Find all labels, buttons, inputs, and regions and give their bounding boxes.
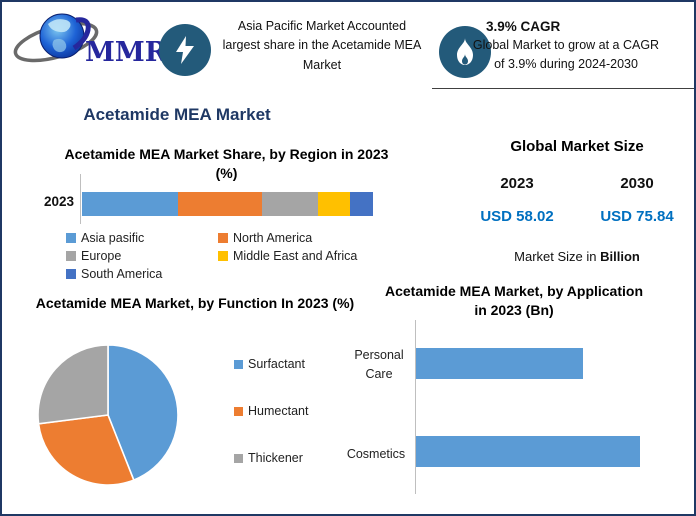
logo-text: MMR [85, 37, 162, 68]
pie-slice-humectant [37, 414, 135, 486]
market-size-note: Market Size in Billion [457, 249, 694, 264]
market-size-note-unit: Billion [600, 249, 640, 264]
region-bar-segment-4 [349, 192, 373, 216]
legend-label: South America [81, 267, 163, 281]
region-legend-item-1: North America [218, 229, 403, 247]
market-size-value-2023: USD 58.02 [480, 208, 554, 225]
region-bar-segment-3 [317, 192, 350, 216]
region-chart-category-label: 2023 [43, 194, 74, 209]
lightning-icon [159, 24, 211, 76]
market-size-note-prefix: Market Size in [514, 249, 601, 264]
application-chart-title: Acetamide MEA Market, by Application in … [384, 283, 643, 318]
market-size-year-2030: 2030 [620, 175, 654, 192]
market-size-year-2023: 2023 [500, 175, 534, 192]
mmr-logo: MMR [12, 6, 168, 76]
header-highlight-text: Asia Pacific Market Accounted largest sh… [222, 19, 422, 72]
legend-label: Middle East and Africa [233, 249, 358, 263]
region-bar-segment-1 [178, 192, 263, 216]
header-divider [432, 88, 694, 89]
legend-swatch-icon [218, 251, 228, 261]
market-size-value-2030: USD 75.84 [600, 208, 674, 225]
region-bar-segment-2 [262, 192, 318, 216]
application-category-personal-care: Personal Care [354, 348, 404, 381]
legend-label: Thickener [248, 451, 303, 465]
function-pie-chart [37, 344, 179, 486]
pie-slice-thickener [37, 344, 109, 425]
flame-icon [439, 26, 491, 78]
application-bar-cosmetics [416, 436, 640, 467]
region-chart-legend: Asia pasific North America Europe Middle Ea… [66, 229, 406, 283]
cagr-title: 3.9% CAGR [486, 19, 561, 34]
legend-swatch-icon [234, 453, 243, 463]
legend-label: Asia pasific [81, 231, 145, 245]
function-legend-item-2: Thickener [234, 449, 308, 467]
region-stacked-bar [82, 192, 373, 216]
pie-slice-surfactant [107, 344, 179, 482]
legend-label: North America [233, 231, 313, 245]
globe-logo-icon: MMR [13, 13, 168, 68]
cagr-callout: 3.9% CAGR Global Market to grow at a CAG… [470, 19, 662, 74]
region-legend-item-0: Asia pasific [66, 229, 218, 247]
application-category-cosmetics: Cosmetics [346, 447, 406, 461]
application-chart-axis [415, 320, 416, 494]
region-chart-title: Acetamide MEA Market Share, by Region in… [64, 146, 389, 181]
function-chart-legend: Surfactant Humectant Thickener [234, 355, 308, 467]
global-market-size-title: Global Market Size [510, 138, 644, 155]
legend-swatch-icon [66, 269, 76, 279]
cagr-body-text: Global Market to grow at a CAGR of 3.9% … [472, 38, 660, 71]
function-chart-title: Acetamide MEA Market, by Function In 202… [35, 295, 355, 311]
legend-label: Humectant [248, 404, 309, 418]
global-market-size-panel: Global Market Size 2023 2030 USD 58.02 U… [457, 138, 694, 264]
region-legend-item-4: South America [66, 265, 218, 283]
legend-swatch-icon [66, 251, 76, 261]
legend-swatch-icon [66, 233, 76, 243]
function-legend-item-1: Humectant [234, 402, 308, 420]
legend-swatch-icon [234, 359, 243, 369]
page-title: Acetamide MEA Market [83, 105, 271, 124]
region-legend-item-2: Europe [66, 247, 218, 265]
legend-swatch-icon [218, 233, 228, 243]
region-legend-item-3: Middle East and Africa [218, 247, 403, 265]
legend-label: Europe [81, 249, 122, 263]
function-legend-item-0: Surfactant [234, 355, 308, 373]
legend-label: Surfactant [248, 357, 305, 371]
application-bar-personal-care [416, 348, 583, 379]
legend-swatch-icon [234, 406, 243, 416]
region-chart-axis [80, 174, 81, 224]
region-bar-segment-0 [82, 192, 179, 216]
